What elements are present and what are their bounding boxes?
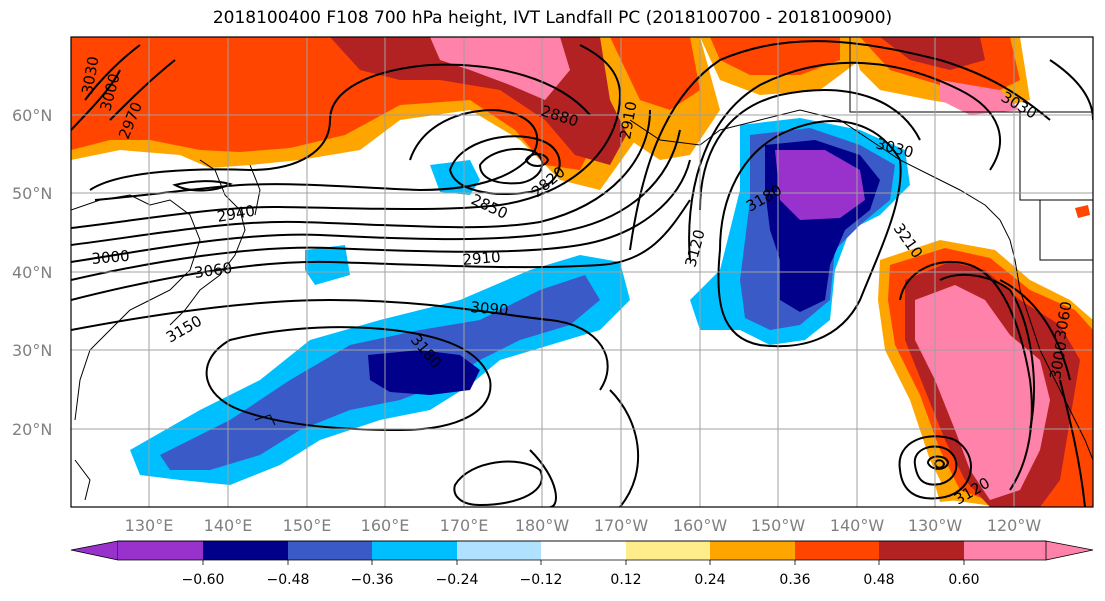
colorbar-tick: −0.60	[182, 572, 225, 588]
height-contours	[71, 40, 1093, 507]
colorbar-segment	[710, 541, 795, 560]
lon-label: 140°W	[830, 516, 885, 535]
colorbar-extend-low	[70, 540, 119, 561]
colorbar-segment	[457, 541, 541, 560]
colorbar-segment	[879, 541, 964, 560]
lon-label: 160°E	[361, 516, 410, 535]
colorbar-tick: 0.24	[694, 572, 725, 588]
borders	[849, 37, 1093, 261]
lon-label: 170°E	[440, 516, 489, 535]
colorbar-tick: 0.12	[610, 572, 641, 588]
lon-label: 150°E	[283, 516, 332, 535]
longitude-labels: 130°E 140°E 150°E 160°E 170°E 180°W 170°…	[125, 516, 1042, 535]
colorbar-tick: −0.36	[351, 572, 394, 588]
ivt-negative-subtropical	[130, 160, 630, 485]
ivt-positive-north	[71, 37, 1030, 190]
colorbar-segment	[541, 541, 626, 560]
lat-label: 40°N	[12, 263, 52, 282]
colorbar-tick: 0.48	[863, 572, 894, 588]
lon-label: 160°W	[673, 516, 728, 535]
lat-label: 30°N	[12, 341, 52, 360]
lon-label: 130°W	[908, 516, 963, 535]
lon-label: 170°W	[594, 516, 649, 535]
colorbar-segment	[203, 541, 288, 560]
colorbar-tick: 0.60	[948, 572, 979, 588]
lat-label: 20°N	[12, 420, 52, 439]
contour-label: 2910	[462, 248, 502, 269]
contour-label: 3090	[470, 298, 510, 319]
gridlines	[71, 37, 1093, 507]
colorbar-segment	[372, 541, 457, 560]
lon-label: 180°W	[515, 516, 570, 535]
map-title: 2018100400 F108 700 hPa height, IVT Land…	[212, 8, 893, 28]
contour-label: 3060	[193, 259, 233, 282]
colorbar-tick: 0.36	[779, 572, 810, 588]
colorbar-segment	[964, 541, 1046, 560]
lat-label: 60°N	[12, 106, 52, 125]
colorbar-tick: −0.24	[436, 572, 479, 588]
colorbar-segment	[288, 541, 372, 560]
lon-label: 120°W	[987, 516, 1042, 535]
map-frame	[70, 36, 1094, 508]
contour-label: 3000	[91, 247, 131, 268]
latitude-labels: 60°N 50°N 40°N 30°N 20°N	[12, 106, 52, 439]
lon-label: 140°E	[204, 516, 253, 535]
colorbar-segment	[626, 541, 710, 560]
lon-label: 130°E	[125, 516, 174, 535]
colorbar: −0.60 −0.48 −0.36 −0.24 −0.12 0.12 0.24 …	[70, 540, 1094, 588]
ivt-positive-eastern	[878, 205, 1093, 507]
colorbar-segment	[795, 541, 879, 560]
colorbar-extend-high	[1045, 540, 1094, 561]
colorbar-tick: −0.12	[520, 572, 563, 588]
colorbar-tick: −0.48	[267, 572, 310, 588]
lat-label: 50°N	[12, 184, 52, 203]
ivt-negative-northeast	[690, 118, 910, 345]
colorbar-segment	[118, 541, 203, 560]
lon-label: 150°W	[751, 516, 806, 535]
